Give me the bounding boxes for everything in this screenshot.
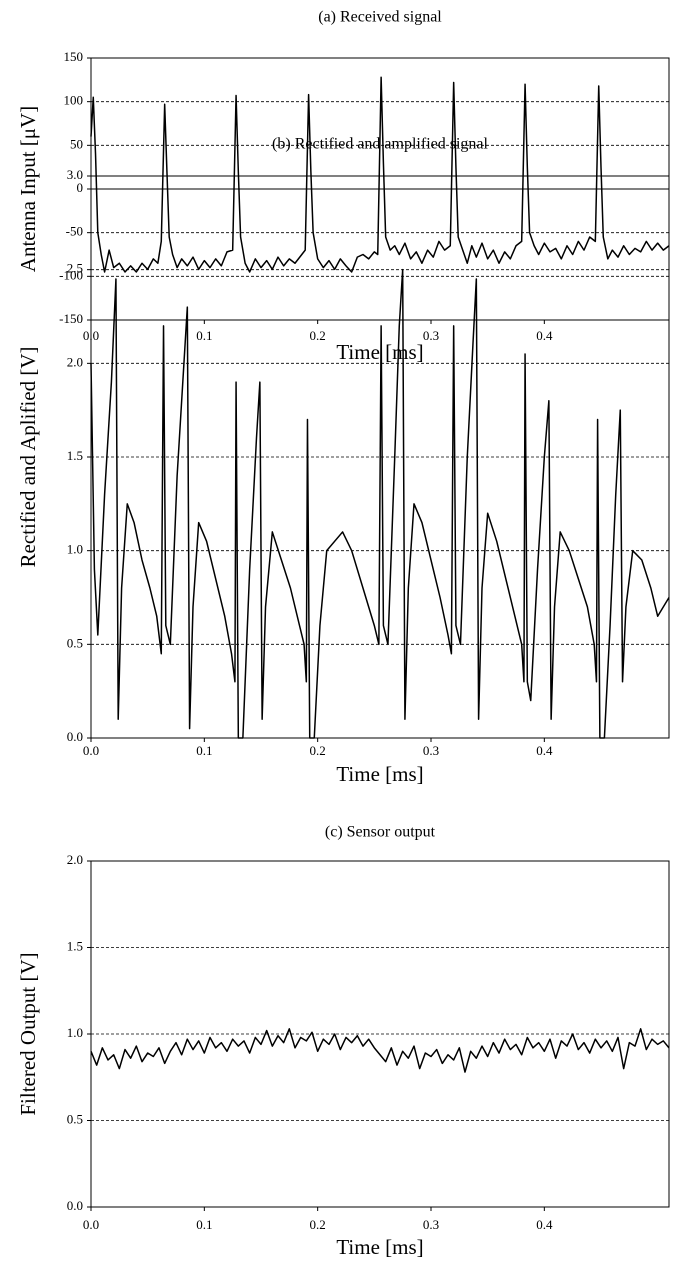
x-tick-label: 0.3 xyxy=(423,328,439,343)
chart-title: (a) Received signal xyxy=(318,9,442,26)
y-tick-label: 2.5 xyxy=(67,261,83,276)
y-tick-label: 3.0 xyxy=(67,167,83,182)
y-tick-label: -50 xyxy=(66,224,83,239)
x-tick-label: 0.4 xyxy=(536,1217,553,1232)
x-axis-label: Time [ms] xyxy=(336,1235,423,1259)
y-tick-label: 0 xyxy=(77,180,84,195)
x-tick-label: 0.1 xyxy=(196,328,212,343)
y-tick-label: -150 xyxy=(59,311,83,326)
signal-line xyxy=(90,76,670,273)
y-tick-label: 100 xyxy=(64,93,84,108)
x-tick-label: 0.2 xyxy=(310,1217,326,1232)
y-axis-label: Antenna Input [μV] xyxy=(16,106,40,272)
x-tick-label: 0.4 xyxy=(536,328,553,343)
x-tick-label: 0.2 xyxy=(310,328,326,343)
x-tick-label: 0.3 xyxy=(423,1217,439,1232)
chart-title: (c) Sensor output xyxy=(325,824,436,841)
x-tick-label: 0.0 xyxy=(83,743,99,758)
chart-title: (b) Rectified and amplified signal xyxy=(272,136,488,153)
x-axis-label: Time [ms] xyxy=(336,762,423,786)
x-tick-label: 0.0 xyxy=(83,1217,99,1232)
x-tick-label: 0.1 xyxy=(196,743,212,758)
y-tick-label: 0.5 xyxy=(67,635,83,650)
y-axis-label: Filtered Output [V] xyxy=(16,952,40,1115)
signal-line xyxy=(90,1028,670,1073)
x-tick-label: 0.2 xyxy=(310,743,326,758)
y-axis-label: Rectified and Aplified [V] xyxy=(16,346,40,567)
y-tick-label: 0.5 xyxy=(67,1111,83,1126)
y-tick-label: 2.0 xyxy=(67,852,83,867)
x-axis-label: Time [ms] xyxy=(336,340,423,364)
signal-line xyxy=(90,268,670,739)
y-tick-label: -100 xyxy=(59,267,83,282)
y-tick-label: 150 xyxy=(64,49,84,64)
plot-frame xyxy=(90,860,670,1208)
y-tick-label: 50 xyxy=(70,136,83,151)
y-tick-label: 1.5 xyxy=(67,938,83,953)
x-tick-label: 0.4 xyxy=(536,743,553,758)
x-tick-label: 0.1 xyxy=(196,1217,212,1232)
y-tick-label: 1.5 xyxy=(67,448,83,463)
y-tick-label: 0.0 xyxy=(67,1198,83,1213)
plot-frame xyxy=(90,175,670,739)
y-tick-label: 1.0 xyxy=(67,1025,83,1040)
x-tick-label: 0.3 xyxy=(423,743,439,758)
y-tick-label: 0.0 xyxy=(67,729,83,744)
y-tick-label: 2.0 xyxy=(67,354,83,369)
y-tick-label: 1.0 xyxy=(67,542,83,557)
